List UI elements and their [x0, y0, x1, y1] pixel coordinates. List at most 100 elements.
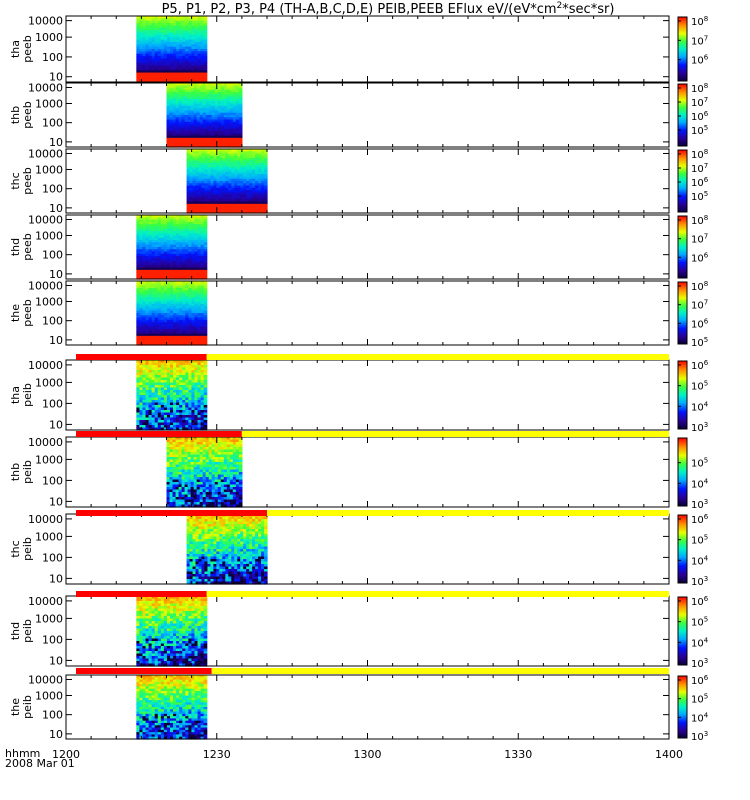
spectrogram-cell: [231, 185, 235, 189]
flag-bar-yellow: [206, 354, 669, 360]
spectrogram-cell: [200, 41, 205, 45]
spectrogram-cell: [160, 219, 165, 223]
spectrogram-cell: [170, 324, 174, 328]
spectrogram-cell: [187, 454, 192, 458]
spectrogram-cell: [192, 165, 197, 168]
spectrogram-cell: [173, 242, 177, 246]
spectrogram-cell: [184, 103, 189, 107]
spectrogram-cell: [246, 208, 250, 212]
spectrogram-cell: [222, 151, 226, 155]
spectrogram-cell: [199, 444, 204, 448]
spectrogram-cell: [185, 380, 189, 384]
spectrogram-cell: [190, 92, 195, 96]
spectrogram-cell: [154, 256, 159, 260]
spectrogram-cell: [199, 133, 204, 137]
spectrogram-cell: [136, 49, 141, 52]
spectrogram-cell: [205, 115, 210, 118]
spectrogram-cell: [205, 474, 210, 478]
colorbar-tick-label: 106: [691, 176, 709, 189]
spectrogram-cell: [235, 137, 240, 141]
spectrogram-cell: [154, 30, 159, 34]
spectrogram-cell: [249, 169, 253, 173]
spectrogram-cell: [145, 308, 150, 312]
spectrogram-cell: [154, 317, 159, 321]
spectrogram-cell: [166, 319, 171, 323]
spectrogram-cell: [170, 16, 174, 19]
spectrogram-cell: [139, 287, 144, 291]
spectrogram-cell: [211, 452, 216, 456]
spectrogram-cell: [187, 137, 192, 141]
spectrogram-cell: [223, 464, 228, 468]
spectrogram-cell: [136, 219, 141, 223]
spectrogram-cell: [185, 58, 189, 62]
spectrogram-cell: [172, 462, 177, 466]
spectrogram-cell: [216, 210, 220, 214]
spectrogram-cell: [199, 101, 204, 105]
colorbar-exp: 6: [704, 251, 709, 259]
spectrogram-cell: [197, 412, 202, 416]
spectrogram-cell: [142, 310, 147, 314]
spectrogram-cell: [145, 242, 150, 246]
spectrogram-cell: [243, 192, 247, 196]
spectrogram-cell: [142, 360, 147, 364]
spectrogram-cell: [136, 41, 141, 45]
spectrogram-cell: [169, 99, 174, 102]
spectrogram-cell: [184, 467, 189, 471]
spectrogram-cell: [234, 169, 238, 173]
spectrogram-cell: [187, 133, 192, 137]
spectrogram-cell: [255, 190, 259, 194]
spectrogram-cell: [234, 149, 238, 152]
spectrogram-cell: [214, 96, 219, 100]
spectrogram-cell: [219, 153, 223, 157]
spectrogram-cell: [185, 367, 189, 371]
spectrogram-cell: [160, 292, 165, 296]
spectrogram-cell: [136, 297, 141, 300]
spectrogram-cell: [173, 49, 177, 52]
spectrogram-cell: [173, 25, 177, 29]
spectrogram-cell: [148, 233, 153, 237]
spectrogram-cell: [210, 153, 214, 157]
spectrogram-cell: [154, 27, 159, 31]
spectrogram-cell: [189, 162, 194, 166]
spectrogram-cell: [163, 287, 168, 291]
spectrogram-cell: [176, 247, 180, 250]
spectrogram-cell: [252, 210, 256, 214]
spectrogram-cell: [136, 390, 141, 394]
spectrogram-cell: [185, 32, 189, 36]
spectrogram-cell: [210, 149, 214, 152]
spectrogram-cell: [186, 153, 191, 157]
spectrogram-cell: [200, 285, 205, 289]
spectrogram-cell: [148, 333, 153, 337]
spectrogram-cell: [238, 142, 243, 146]
spectrogram-cell: [197, 405, 202, 409]
spectrogram-cell: [182, 308, 186, 312]
spectrogram-cell: [151, 420, 156, 424]
spectrogram-cell: [194, 382, 199, 386]
spectrogram-cell: [169, 462, 174, 466]
spectrogram-cell: [187, 447, 192, 451]
spectrogram-cell: [228, 203, 232, 207]
spectrogram-cell: [211, 126, 216, 130]
spectrogram-cell: [176, 46, 180, 50]
spectrogram-cell: [185, 387, 189, 391]
spectrogram-cell: [232, 462, 237, 466]
spectrogram-cell: [195, 165, 200, 168]
spectrogram-cell: [194, 313, 199, 316]
spectrogram-cell: [186, 201, 191, 205]
spectrogram-cell: [196, 444, 201, 448]
y-tick-label: 10: [49, 418, 63, 431]
spectrogram-cell: [203, 365, 208, 369]
spectrogram-cell: [163, 16, 168, 19]
spectrogram-cell: [163, 51, 168, 55]
spectrogram-cell: [160, 231, 165, 234]
spectrogram-cell: [151, 267, 156, 271]
spectrogram-cell: [252, 185, 256, 189]
spectrogram-cell: [172, 126, 177, 130]
spectrogram-cell: [195, 169, 200, 173]
spectrogram-cell: [194, 397, 199, 401]
spectrogram-cell: [148, 41, 153, 45]
spectrogram-cell: [223, 117, 228, 121]
spectrogram-cell: [232, 126, 237, 130]
spectrogram-cell: [148, 16, 153, 19]
spectrogram-cell: [234, 181, 238, 184]
